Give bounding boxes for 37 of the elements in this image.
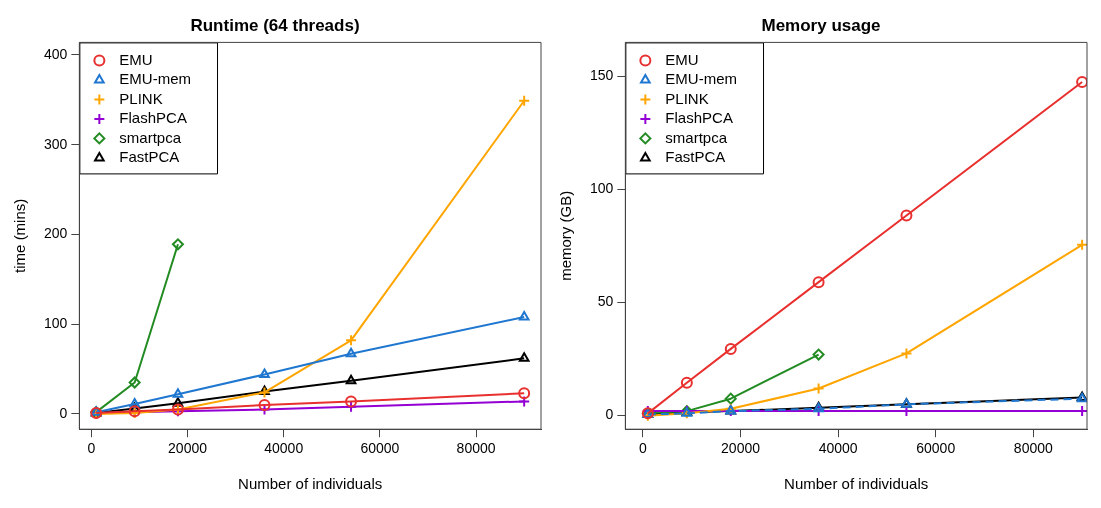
legend-label: EMU-mem: [119, 70, 192, 88]
x-tick-label: 80000: [1013, 440, 1053, 457]
legend-label: EMU: [665, 50, 699, 68]
chart-title: Memory usage: [761, 15, 881, 35]
y-tick-label: 100: [590, 180, 614, 197]
x-tick-label: 40000: [264, 440, 304, 457]
legend-label: FlashPCA: [665, 109, 733, 127]
x-axis-title: Number of individuals: [784, 475, 929, 493]
y-tick-label: 300: [44, 135, 68, 152]
y-tick-label: 200: [44, 225, 68, 242]
x-tick-label: 40000: [818, 440, 858, 457]
chart-title: Runtime (64 threads): [190, 15, 360, 35]
legend-label: EMU: [119, 50, 153, 68]
legend-label: FlashPCA: [119, 109, 187, 127]
y-tick-label: 0: [59, 404, 68, 421]
y-tick-label: 50: [597, 293, 614, 310]
x-tick-label: 60000: [916, 440, 956, 457]
y-tick-label: 0: [605, 406, 614, 423]
y-tick-label: 400: [44, 45, 68, 62]
x-tick-label: 0: [639, 440, 648, 457]
x-tick-label: 20000: [721, 440, 761, 457]
y-axis-title: memory (GB): [557, 190, 575, 281]
legend-label: smartpca: [119, 128, 182, 146]
legend-label: smartpca: [665, 128, 728, 146]
y-axis-title: time (mins): [11, 198, 29, 273]
x-tick-label: 0: [87, 440, 96, 457]
legend-label: PLINK: [119, 89, 163, 107]
legend-label: FastPCA: [665, 148, 726, 166]
x-axis-title: Number of individuals: [238, 475, 383, 493]
x-tick-label: 20000: [168, 440, 208, 457]
y-tick-label: 150: [590, 67, 614, 84]
legend-label: EMU-mem: [665, 70, 738, 88]
x-tick-label: 80000: [456, 440, 496, 457]
legend-label: FastPCA: [119, 148, 180, 166]
y-tick-label: 100: [44, 315, 68, 332]
legend-label: PLINK: [665, 89, 709, 107]
x-tick-label: 60000: [360, 440, 400, 457]
